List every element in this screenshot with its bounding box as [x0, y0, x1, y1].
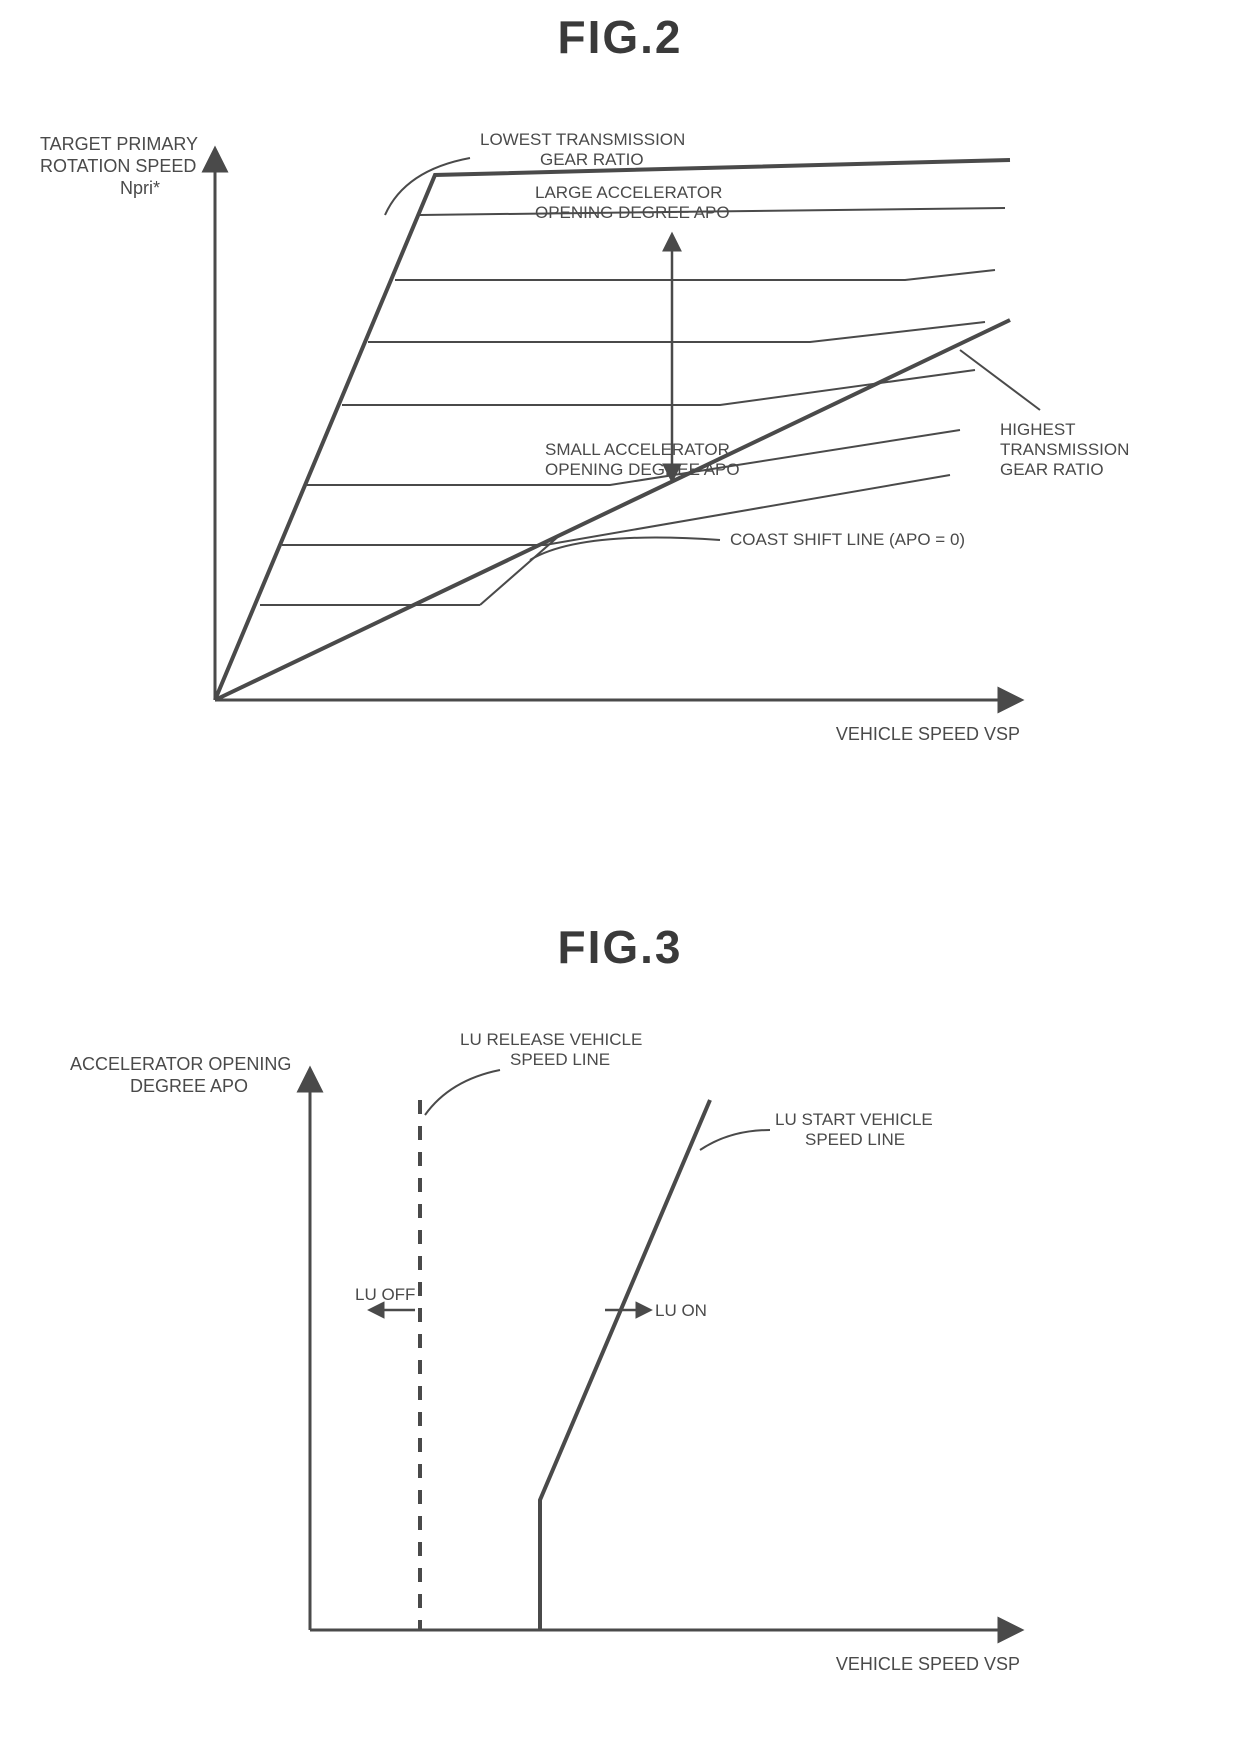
fig3-diagram: ACCELERATOR OPENING DEGREE APO VEHICLE S…	[0, 1000, 1240, 1720]
fig3-title-text: FIG.3	[557, 921, 682, 973]
fig3-lu-start-leader	[700, 1130, 770, 1150]
fig3-lu-release-leader	[425, 1070, 500, 1115]
fig2-x-axis-label: VEHICLE SPEED VSP	[836, 724, 1020, 744]
fig2-diagram: TARGET PRIMARY ROTATION SPEED Npri* VEHI…	[0, 80, 1240, 800]
fig3-lu-start-line	[540, 1100, 710, 1630]
fig3-x-axis-label: VEHICLE SPEED VSP	[836, 1654, 1020, 1674]
fig3-lu-off-label: LU OFF	[355, 1285, 415, 1304]
fig3-lu-start-label: LU START VEHICLE SPEED LINE	[775, 1110, 938, 1149]
fig2-lowest-leader	[385, 158, 470, 215]
fig2-lowest-label: LOWEST TRANSMISSION GEAR RATIO	[480, 130, 690, 169]
fig2-y-axis-label: TARGET PRIMARY ROTATION SPEED Npri*	[40, 134, 203, 198]
fig2-coast-label: COAST SHIFT LINE (APO = 0)	[730, 530, 965, 549]
fig2-lowest-ratio-line	[215, 160, 1010, 700]
fig2-coast-leader	[530, 538, 720, 561]
fig3-y-axis-label: ACCELERATOR OPENING DEGREE APO	[70, 1054, 296, 1096]
fig2-small-apo-label: SMALL ACCELERATOR OPENING DEGREE APO	[545, 440, 740, 479]
fig2-highest-label: HIGHEST TRANSMISSION GEAR RATIO	[1000, 420, 1134, 479]
fig2-title: FIG.2	[0, 10, 1240, 64]
fig2-large-apo-label: LARGE ACCELERATOR OPENING DEGREE APO	[535, 183, 730, 222]
fig2-title-text: FIG.2	[557, 11, 682, 63]
fig2-highest-leader	[960, 350, 1040, 410]
fig3-lu-on-label: LU ON	[655, 1301, 707, 1320]
fig3-title: FIG.3	[0, 920, 1240, 974]
fig3-lu-release-label: LU RELEASE VEHICLE SPEED LINE	[460, 1030, 647, 1069]
